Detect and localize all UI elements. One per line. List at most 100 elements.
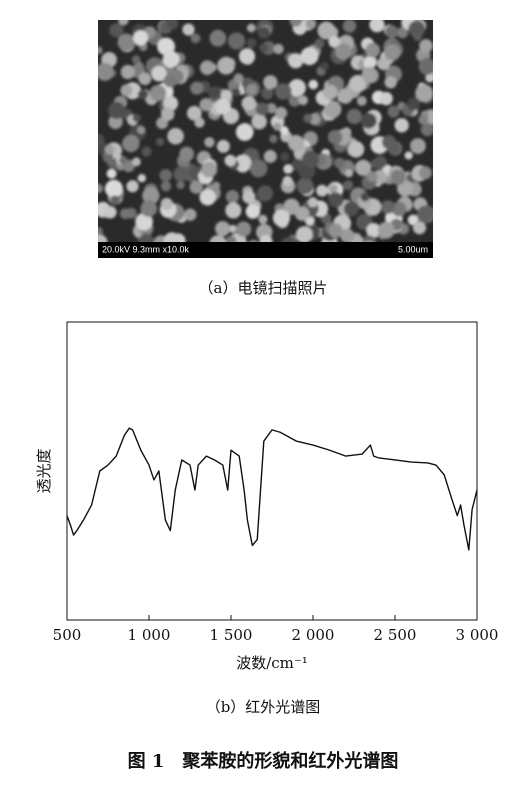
- x-tick-label: 500: [53, 626, 82, 644]
- sem-particle: [225, 202, 242, 219]
- sem-particle: [343, 201, 359, 217]
- sem-particle: [294, 206, 310, 221]
- sem-particle: [233, 73, 244, 84]
- sem-particle: [356, 96, 367, 106]
- sem-particle: [334, 43, 352, 60]
- sem-particle: [263, 75, 278, 90]
- sem-particle: [132, 113, 141, 122]
- sem-particle: [133, 30, 149, 46]
- sem-particle: [199, 98, 213, 112]
- sem-particle: [137, 89, 148, 100]
- sem-particle: [249, 159, 268, 178]
- x-axis-label: 波数/cm⁻¹: [236, 654, 308, 672]
- sem-particle: [275, 83, 292, 100]
- sem-particle: [296, 177, 314, 195]
- sem-particle: [216, 139, 230, 153]
- sem-particle: [245, 204, 261, 219]
- spectrum-line: [66, 427, 478, 551]
- sem-particle: [314, 38, 325, 49]
- sem-particle: [282, 175, 293, 186]
- sem-particle: [190, 81, 204, 95]
- sem-particle: [291, 158, 304, 171]
- sem-particle: [215, 98, 231, 115]
- sem-particle: [163, 73, 178, 88]
- sem-particle: [201, 161, 218, 178]
- sem-particle: [295, 226, 313, 244]
- sem-particle: [420, 123, 433, 137]
- sem-particle: [251, 113, 267, 130]
- sem-particle: [397, 180, 414, 197]
- sem-particle: [166, 20, 179, 30]
- sem-particle: [307, 197, 318, 208]
- sem-particle: [228, 224, 237, 233]
- sem-particle: [344, 169, 353, 178]
- sem-particle: [141, 146, 152, 157]
- sem-particle: [104, 179, 123, 198]
- sem-particle: [98, 63, 114, 81]
- sem-particle: [184, 208, 197, 221]
- sem-particle: [390, 169, 406, 185]
- sem-particle: [381, 135, 396, 150]
- sem-particle: [138, 72, 152, 86]
- sem-particle: [255, 102, 269, 116]
- sem-particle: [273, 43, 284, 55]
- sem-particle: [298, 95, 308, 106]
- sem-particle: [119, 156, 128, 165]
- sem-particle: [384, 76, 397, 89]
- sem-particle: [408, 20, 426, 38]
- sem-particle: [204, 137, 215, 148]
- sem-particle: [224, 154, 237, 167]
- sem-particle: [272, 209, 291, 227]
- sem-particle: [246, 38, 257, 48]
- sem-particle: [182, 23, 195, 36]
- sem-particle: [189, 180, 203, 194]
- figure-caption: 图 1 聚苯胺的形貌和红外光谱图: [128, 750, 399, 772]
- sem-particle: [160, 197, 173, 211]
- sem-particle: [288, 79, 306, 97]
- sem-particle: [369, 20, 385, 33]
- sem-particle: [163, 95, 179, 111]
- sem-particle: [349, 74, 367, 93]
- sem-particle: [142, 186, 160, 205]
- sem-particle: [416, 205, 433, 224]
- sem-particle: [287, 135, 305, 152]
- sem-particle: [159, 168, 173, 182]
- sem-particle: [149, 84, 167, 102]
- sem-particle: [259, 43, 269, 53]
- sem-particle: [227, 32, 246, 50]
- sem-particle: [104, 205, 117, 219]
- sem-particle: [246, 23, 256, 33]
- sem-particle: [301, 150, 320, 169]
- sem-particle: [225, 190, 240, 204]
- sem-particle: [256, 185, 274, 202]
- sem-particle: [384, 44, 401, 61]
- sem-particle: [328, 35, 341, 48]
- x-tick-label: 3 000: [456, 626, 499, 644]
- sem-particle: [269, 134, 278, 144]
- sem-particle: [340, 228, 355, 243]
- sem-particle: [305, 20, 317, 30]
- sem-particle: [155, 137, 165, 146]
- sem-info-bar: [98, 242, 433, 258]
- sem-particle: [140, 200, 158, 217]
- sem-particle: [327, 130, 343, 145]
- sem-particle: [266, 103, 277, 114]
- sem-particle: [308, 79, 319, 90]
- sem-particle: [126, 180, 139, 193]
- sem-particles: [98, 20, 433, 255]
- sem-particle: [232, 88, 241, 97]
- sem-particle: [261, 87, 274, 100]
- sem-particle: [190, 33, 201, 44]
- sem-particle: [385, 25, 399, 39]
- sem-particle: [366, 170, 378, 182]
- sem-particle: [220, 89, 233, 102]
- sem-particle: [396, 26, 409, 39]
- sem-particle: [209, 29, 227, 47]
- sem-particle: [160, 107, 175, 121]
- plot-frame: [66, 321, 478, 621]
- sem-particle: [322, 84, 338, 100]
- panel-caption: （b）红外光谱图: [206, 698, 321, 716]
- sem-particle: [167, 127, 184, 145]
- sem-particle: [108, 101, 126, 119]
- sem-particle: [404, 151, 413, 160]
